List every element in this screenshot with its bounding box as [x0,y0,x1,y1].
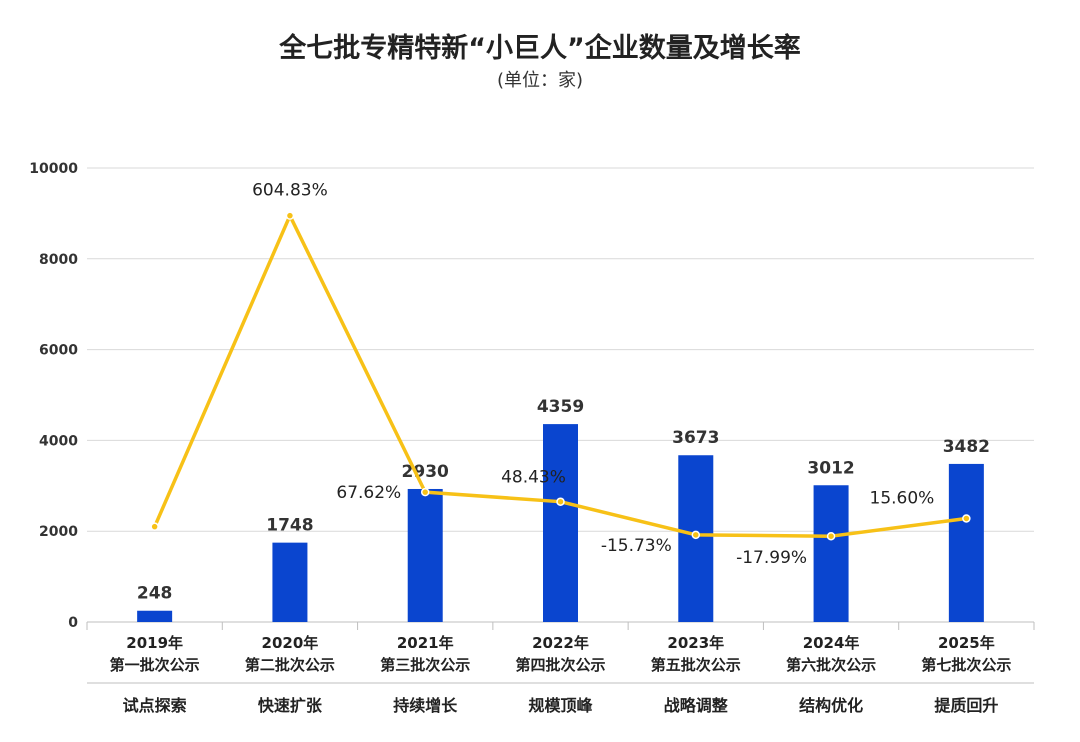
rate-label: -17.99% [736,548,807,568]
x-tick-batch: 第二批次公示 [245,656,335,674]
line-point [691,530,701,540]
bar-value-label: 4359 [537,397,584,417]
chart-title: 全七批专精特新“小巨人”企业数量及增长率 [279,33,801,64]
x-tick-year: 2021年 [397,634,454,652]
stage-label: 试点探索 [123,696,187,715]
bar-value-label: 3012 [807,458,854,478]
x-tick-year: 2024年 [803,634,860,652]
y-tick-label: 6000 [39,343,78,359]
y-tick-label: 8000 [39,252,78,268]
y-tick-label: 4000 [39,433,78,449]
bar [948,463,984,622]
stage-label: 结构优化 [798,696,863,715]
x-tick-year: 2025年 [938,634,995,652]
line-point [420,487,430,497]
x-tick-year: 2019年 [126,634,183,652]
rate-label: 604.83% [252,181,328,201]
line-point [556,497,565,506]
rate-label: 48.43% [501,468,566,488]
bar-value-label: 248 [137,584,173,604]
bar [543,424,578,622]
bar [407,488,443,622]
x-tick-batch: 第一批次公示 [110,656,200,674]
bar-value-label: 3673 [672,428,719,448]
x-tick-batch: 第五批次公示 [651,656,741,674]
line-point [150,522,159,531]
bar-value-label: 3482 [943,437,990,457]
bar [813,485,849,622]
bar-value-label: 2930 [402,462,449,482]
y-tick-label: 0 [68,615,78,631]
chart-subtitle: (单位：家) [496,70,584,91]
bar [272,542,308,622]
stage-label: 提质回升 [934,696,998,715]
x-tick-batch: 第七批次公示 [921,656,1011,674]
x-tick-year: 2020年 [262,634,319,652]
line-point [826,531,836,541]
x-tick-year: 2023年 [667,634,724,652]
x-tick-year: 2022年 [532,634,589,652]
stage-label: 快速扩张 [258,696,323,715]
stage-label: 规模顶峰 [528,696,593,715]
rate-label: 15.60% [870,488,935,508]
rate-label: -15.73% [601,536,672,556]
rate-label: 67.62% [336,483,401,503]
bar [137,610,173,622]
y-tick-label: 2000 [39,524,78,540]
x-tick-batch: 第四批次公示 [515,656,605,674]
line-point [962,514,971,523]
stage-label: 战略调整 [664,696,728,715]
stage-label: 持续增长 [393,696,458,715]
x-tick-batch: 第三批次公示 [380,656,470,674]
x-tick-batch: 第六批次公示 [786,656,876,674]
line-point [285,211,295,220]
bar-value-label: 1748 [266,516,313,536]
y-tick-label: 10000 [29,161,78,177]
